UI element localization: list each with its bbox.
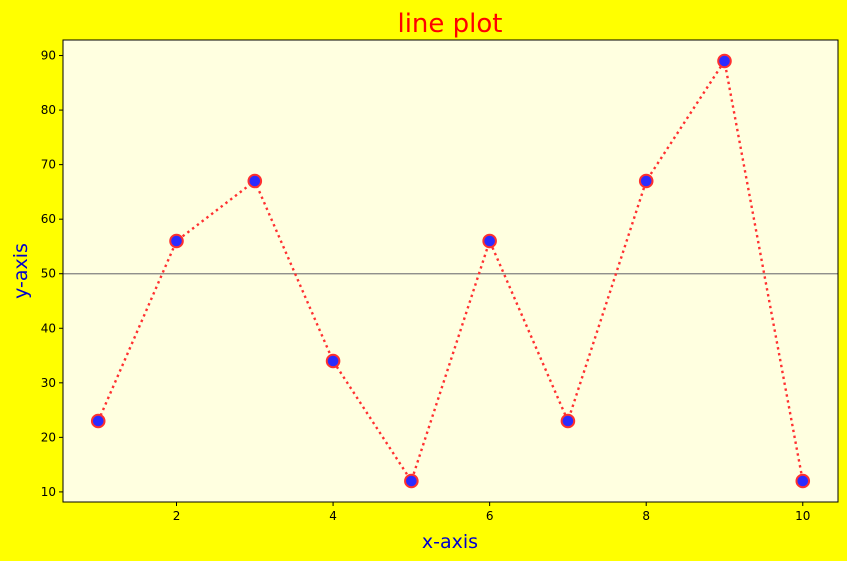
data-point: [247, 173, 263, 189]
y-tick-layer: 10 20 30 40 50 60 70 80 90: [41, 49, 63, 499]
y-tick-label: 80: [41, 103, 56, 117]
y-tick-label: 40: [41, 321, 56, 335]
chart-title: line plot: [397, 9, 502, 39]
y-tick-label: 20: [41, 430, 56, 444]
data-point: [404, 473, 419, 489]
y-tick-label: 70: [41, 158, 56, 172]
x-tick-layer: 2 4 6 8 10: [173, 502, 810, 523]
data-point: [90, 413, 106, 429]
x-tick-label: 10: [795, 509, 810, 523]
data-point: [169, 233, 184, 249]
data-point: [482, 233, 497, 249]
data-point: [560, 413, 576, 429]
y-tick-label: 10: [41, 485, 56, 499]
x-tick-label: 4: [329, 509, 337, 523]
y-axis-label: y-axis: [10, 243, 32, 299]
marker-layer: [90, 53, 811, 489]
data-point: [325, 353, 341, 369]
plot-area: [63, 40, 838, 502]
x-tick-label: 6: [486, 509, 494, 523]
y-tick-label: 50: [41, 267, 56, 281]
x-tick-label: 8: [642, 509, 650, 523]
data-point: [795, 473, 811, 489]
y-tick-label: 90: [41, 49, 56, 63]
x-axis-label: x-axis: [422, 531, 478, 553]
y-tick-label: 60: [41, 212, 56, 226]
plot-frame: [62, 39, 839, 503]
data-point: [717, 53, 732, 69]
data-point: [638, 173, 654, 189]
y-tick-label: 30: [41, 376, 56, 390]
x-tick-label: 2: [173, 509, 181, 523]
